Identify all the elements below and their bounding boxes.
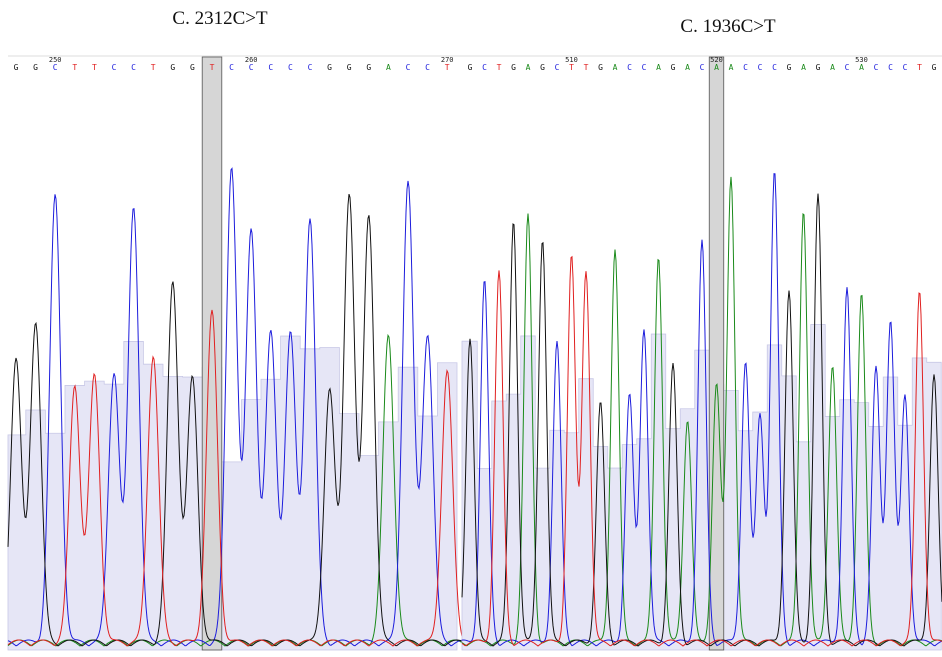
position-label: 250	[49, 56, 62, 64]
base-call: G	[932, 63, 937, 72]
base-call: T	[72, 63, 77, 72]
position-label: 270	[441, 56, 454, 64]
quality-bars	[8, 336, 457, 650]
base-call: G	[327, 63, 332, 72]
figure: C. 2312C>TGGCTTCCTGGTCCCCCGGGACCT2502602…	[0, 0, 942, 657]
base-call: C	[627, 63, 632, 72]
trace-panel	[8, 56, 462, 650]
panel-title: C. 2312C>T	[172, 8, 268, 29]
base-call: T	[497, 63, 502, 72]
highlight-band	[202, 57, 222, 650]
base-call: G	[511, 63, 516, 72]
base-call: C	[642, 63, 647, 72]
base-call: C	[268, 63, 273, 72]
base-call: T	[210, 63, 215, 72]
base-call: T	[151, 63, 156, 72]
position-label: 510	[565, 56, 578, 64]
base-call: G	[366, 63, 371, 72]
base-call: G	[347, 63, 352, 72]
base-call: G	[14, 63, 19, 72]
base-call: C	[772, 63, 777, 72]
base-call: C	[700, 63, 705, 72]
position-label: 260	[245, 56, 258, 64]
base-call: C	[406, 63, 411, 72]
base-call: G	[598, 63, 603, 72]
highlight-band	[709, 57, 724, 650]
base-call: C	[482, 63, 487, 72]
base-call: C	[888, 63, 893, 72]
base-call: C	[874, 63, 879, 72]
base-call: C	[425, 63, 430, 72]
base-call: A	[801, 63, 806, 72]
position-label: 520	[710, 56, 723, 64]
base-call: C	[53, 63, 58, 72]
base-call: G	[33, 63, 38, 72]
base-call: A	[714, 63, 719, 72]
position-label: 530	[855, 56, 868, 64]
base-call: A	[613, 63, 618, 72]
base-call: A	[656, 63, 661, 72]
base-call: A	[685, 63, 690, 72]
base-call: G	[170, 63, 175, 72]
base-call: T	[92, 63, 97, 72]
base-call: C	[131, 63, 136, 72]
base-call: C	[903, 63, 908, 72]
base-call: C	[249, 63, 254, 72]
base-call: T	[569, 63, 574, 72]
base-call: C	[288, 63, 293, 72]
base-call: C	[308, 63, 313, 72]
base-call: A	[859, 63, 864, 72]
page: {"panels": [ {"title": "C. 2312C>T", "ba…	[0, 0, 942, 657]
base-call: G	[787, 63, 792, 72]
base-call: G	[540, 63, 545, 72]
base-call: C	[845, 63, 850, 72]
base-call: A	[386, 63, 391, 72]
base-call: A	[526, 63, 531, 72]
base-call: C	[555, 63, 560, 72]
base-call: T	[917, 63, 922, 72]
base-call: A	[830, 63, 835, 72]
panel-title: C. 1936C>T	[680, 16, 776, 37]
base-call: C	[758, 63, 763, 72]
base-call: A	[729, 63, 734, 72]
base-call: G	[816, 63, 821, 72]
base-call: T	[584, 63, 589, 72]
base-call: G	[671, 63, 676, 72]
base-call: C	[743, 63, 748, 72]
base-call: T	[445, 63, 450, 72]
base-call: C	[112, 63, 117, 72]
trace-panel	[462, 56, 942, 650]
base-call: G	[468, 63, 473, 72]
base-call: C	[229, 63, 234, 72]
base-call: G	[190, 63, 195, 72]
